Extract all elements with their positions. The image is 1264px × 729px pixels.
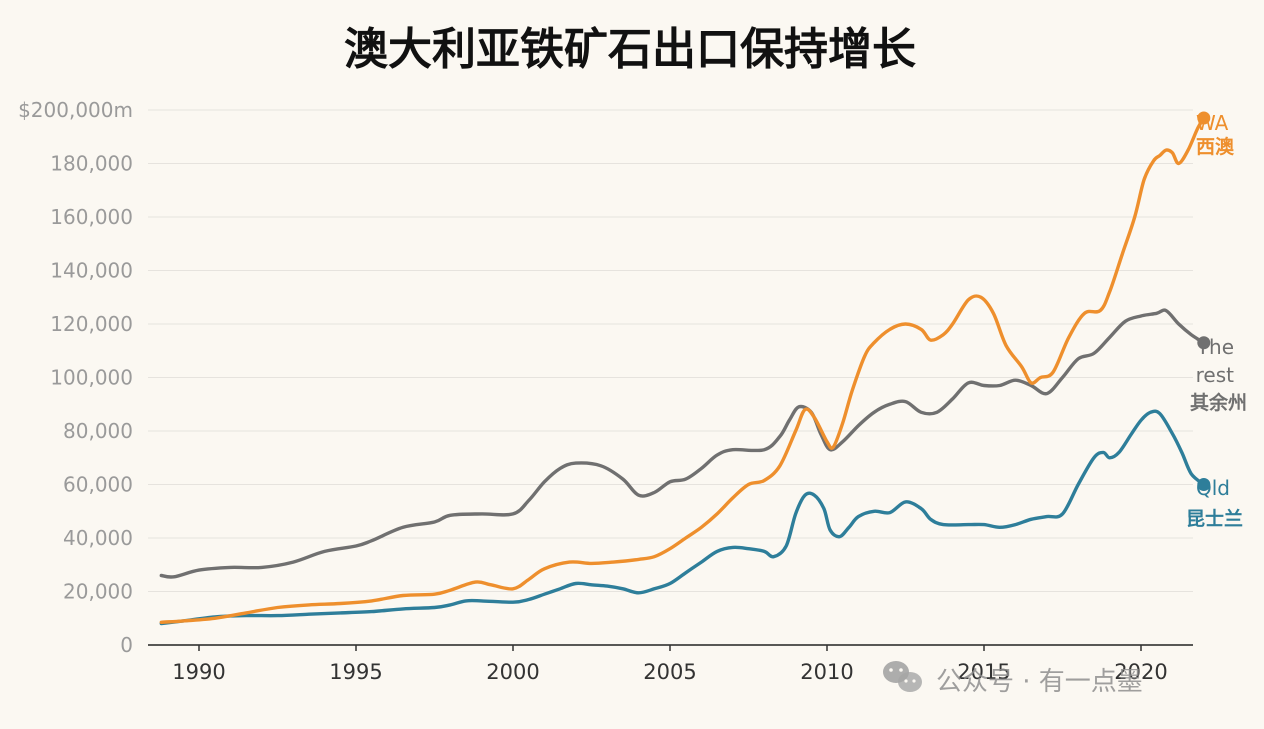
y-tick-label: 140,000 <box>50 259 133 283</box>
x-tick-label: 2000 <box>486 660 539 684</box>
series-endpoint-rest <box>1197 336 1211 350</box>
x-tick-label: 1990 <box>172 660 225 684</box>
series-name-rest-line2: rest <box>1196 363 1235 387</box>
watermark-text: 公众号 · 有一点墨 <box>936 667 1143 697</box>
wechat-icon <box>883 661 922 692</box>
y-tick-label: 120,000 <box>50 312 133 336</box>
series-label-qld: Qld 昆士兰 <box>1186 476 1243 530</box>
series-endpoint-wa <box>1197 111 1211 125</box>
y-tick-label: 20,000 <box>63 580 133 604</box>
y-tick-label: $200,000m <box>18 98 133 122</box>
y-axis-tick-labels: 0 20,000 40,000 60,000 80,000 100,000 120,000 1… <box>18 98 133 657</box>
series-line-qld <box>159 409 1206 626</box>
y-tick-label: 100,000 <box>50 366 133 390</box>
chart-title: 澳大利亚铁矿石出口保持增长 <box>344 24 916 75</box>
x-tick-label: 2005 <box>643 660 696 684</box>
y-tick-label: 40,000 <box>63 526 133 550</box>
series-endpoints <box>1197 111 1211 491</box>
x-tick-label: 2020 <box>1114 660 1167 684</box>
x-tick-label: 2015 <box>957 660 1010 684</box>
series-name-cn-qld: 昆士兰 <box>1186 507 1243 530</box>
series-lines <box>159 116 1206 626</box>
series-name-cn-rest: 其余州 <box>1190 391 1247 414</box>
y-tick-label: 60,000 <box>63 473 133 497</box>
series-label-wa: WA 西澳 <box>1196 111 1235 158</box>
series-name-wa: WA <box>1196 111 1229 135</box>
y-tick-label: 180,000 <box>50 152 133 176</box>
series-name-rest-line1: The <box>1196 335 1234 359</box>
series-name-qld: Qld <box>1196 476 1230 500</box>
y-tick-label: 0 <box>120 633 133 657</box>
grid-lines <box>148 109 1193 592</box>
watermark: 公众号 · 有一点墨 <box>883 661 1143 697</box>
series-line-wa <box>159 116 1206 624</box>
series-line-rest <box>159 308 1206 579</box>
series-endpoint-qld <box>1197 478 1211 491</box>
series-name-cn-wa: 西澳 <box>1196 135 1235 158</box>
series-label-rest: The rest 其余州 <box>1190 335 1247 414</box>
x-axis-ticks: 1990 1995 2000 2005 2010 2015 2020 <box>172 645 1168 684</box>
x-tick-label: 2010 <box>800 660 853 684</box>
y-tick-label: 160,000 <box>50 205 133 229</box>
y-tick-label: 80,000 <box>63 419 133 443</box>
x-tick-label: 1995 <box>329 660 382 684</box>
